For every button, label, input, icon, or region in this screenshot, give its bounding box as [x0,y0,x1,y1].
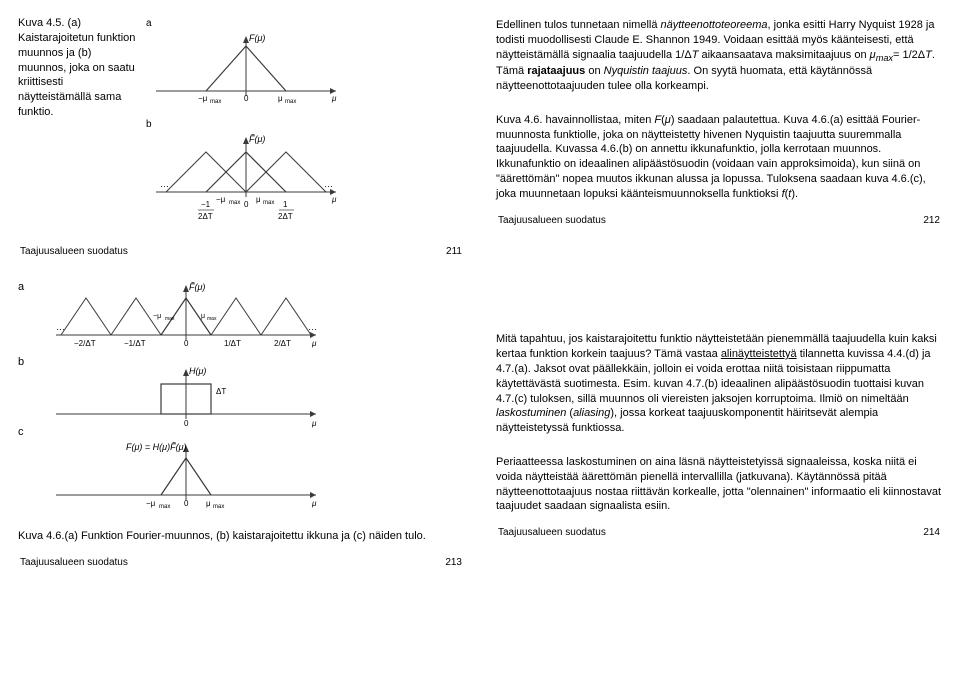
svg-text:max: max [207,316,217,322]
svg-text:1: 1 [283,200,288,209]
caption-209: Kuva 4.5. (a) Kaistarajoitetun funktion … [18,16,138,120]
panel-212: Mitä tapahtuu, jos kaistarajoitettu funk… [490,276,948,573]
svg-text:−μ: −μ [198,94,208,103]
footer-title: Taajuusalueen suodatus [498,526,606,540]
svg-text:H(μ): H(μ) [189,366,206,376]
svg-text:max: max [210,99,221,105]
svg-text:ΔT: ΔT [216,387,226,396]
svg-text:0: 0 [244,94,249,103]
label-a: a [18,280,36,355]
svg-text:max: max [263,200,274,206]
svg-text:μ: μ [278,94,283,103]
svg-text:0: 0 [244,200,249,209]
text-212-p2: Periaatteessa laskostuminen on aina läsn… [496,455,942,514]
svg-text:μ: μ [201,313,205,320]
svg-text:−1: −1 [201,200,211,209]
svg-text:max: max [285,99,296,105]
text-210-p2: Kuva 4.6. havainnollistaa, miten F(μ) sa… [496,113,942,202]
footer-211: Taajuusalueen suodatus 213 [18,556,464,570]
svg-text:F̃(μ): F̃(μ) [189,281,205,292]
svg-text:μ: μ [256,195,261,204]
svg-text:2ΔT: 2ΔT [198,212,213,221]
panel-209: Kuva 4.5. (a) Kaistarajoitetun funktion … [12,12,470,262]
svg-text:…: … [160,179,169,189]
figure-211c: F(μ) = H(μ)F̃(μ) −μmax 0 μmax μ [46,440,326,515]
svg-text:…: … [56,322,65,332]
footer-212: Taajuusalueen suodatus 214 [496,526,942,540]
footer-210: Taajuusalueen suodatus 212 [496,214,942,228]
figure-211b: H(μ) ΔT 0 μ [46,364,326,434]
footer-num: 214 [923,526,940,540]
panel-210: Edellinen tulos tunnetaan nimellä näytte… [490,12,948,262]
svg-text:max: max [229,200,240,206]
label-a: a [146,18,152,29]
svg-text:max: max [159,504,170,510]
svg-text:0: 0 [184,419,189,428]
svg-text:2/ΔT: 2/ΔT [274,339,291,348]
footer-title: Taajuusalueen suodatus [20,556,128,570]
svg-text:−μ: −μ [153,313,161,320]
figure-211a: … … F̃(μ) −μmax μmax −2/ΔT −1/ΔT 0 1/ΔT … [46,280,326,358]
caption-211: Kuva 4.6.(a) Funktion Fourier-muunnos, (… [18,529,464,544]
label-b: b [146,119,152,130]
svg-text:μ: μ [311,339,317,348]
svg-text:…: … [308,322,317,332]
footer-209: Taajuusalueen suodatus 211 [18,245,464,259]
footer-title: Taajuusalueen suodatus [498,214,606,228]
svg-text:F(μ) = H(μ)F̃(μ): F(μ) = H(μ)F̃(μ) [126,441,187,452]
footer-title: Taajuusalueen suodatus [20,245,128,259]
svg-text:μ: μ [331,94,337,103]
svg-text:−1/ΔT: −1/ΔT [124,339,146,348]
label-b: b [18,355,36,425]
text-210-p1: Edellinen tulos tunnetaan nimellä näytte… [496,18,942,94]
panel-211: a b c … … [12,276,470,573]
svg-text:F(μ): F(μ) [249,33,265,43]
figure-209b: b … … F̃(μ) −μmax μmax μ [146,117,464,227]
footer-num: 211 [446,245,462,259]
svg-text:μ: μ [331,195,337,204]
text-212-p1: Mitä tapahtuu, jos kaistarajoitettu funk… [496,332,942,436]
svg-text:0: 0 [184,339,189,348]
svg-text:μ: μ [311,499,317,508]
svg-text:max: max [165,316,175,322]
svg-text:−μ: −μ [146,499,156,508]
label-c: c [18,425,36,495]
footer-num: 213 [445,556,462,570]
svg-text:0: 0 [184,499,189,508]
svg-text:1/ΔT: 1/ΔT [224,339,241,348]
footer-num: 212 [923,214,940,228]
svg-text:max: max [213,504,224,510]
svg-text:−μ: −μ [216,195,226,204]
svg-text:2ΔT: 2ΔT [278,212,293,221]
svg-text:F̃(μ): F̃(μ) [249,133,265,144]
svg-text:−2/ΔT: −2/ΔT [74,339,96,348]
figure-209a: a F(μ) −μmax 0 μmax μ [146,16,464,111]
svg-text:μ: μ [206,499,211,508]
svg-text:…: … [324,179,333,189]
svg-text:μ: μ [311,419,317,428]
